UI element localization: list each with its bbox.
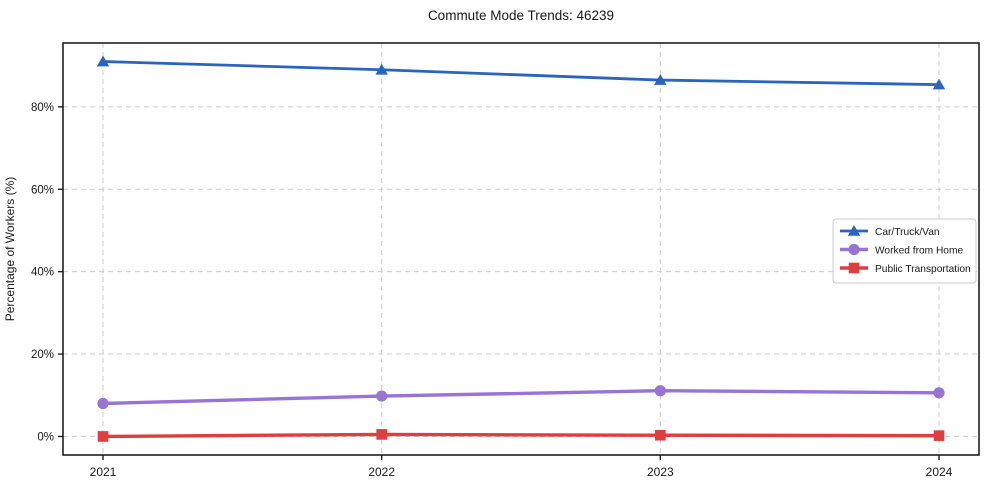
data-point-worked-from-home (933, 387, 945, 399)
x-tick-label: 2024 (926, 465, 953, 479)
y-tick-label: 40% (31, 267, 54, 279)
data-point-car-truck-van (96, 55, 110, 67)
series-line-car-truck-van (101, 60, 941, 87)
x-tick-label: 2021 (90, 465, 117, 479)
legend-label: Worked from Home (875, 245, 963, 256)
data-point-public-transportation (376, 429, 387, 440)
y-tick-label: 20% (31, 349, 54, 361)
y-tick-label: 80% (31, 102, 54, 114)
legend-marker-circle (848, 243, 860, 256)
y-tick-label: 60% (31, 184, 54, 196)
y-axis-label: Percentage of Workers (%) (3, 177, 17, 322)
data-point-public-transportation (97, 431, 109, 442)
data-point-worked-from-home (97, 397, 109, 410)
data-point-car-truck-van (932, 78, 946, 90)
x-tick-label: 2022 (368, 465, 395, 479)
data-point-car-truck-van (654, 74, 667, 85)
series-line-public-transportation (101, 432, 941, 439)
x-tick-label: 2023 (647, 465, 674, 479)
legend-marker-triangle (847, 225, 861, 236)
data-point-worked-from-home (654, 385, 666, 397)
data-point-public-transportation (655, 429, 666, 441)
legend-label: Car/Truck/Van (875, 227, 940, 238)
series-line-worked-from-home (101, 389, 941, 406)
axis-frame (62, 42, 980, 456)
legend-label: Public Transportation (875, 264, 971, 275)
chart-title: Commute Mode Trends: 46239 (428, 8, 614, 23)
plot-area: 0% 20% 40% 60% 80% 2021 2022 2023 2024 Car/Truck/… (31, 42, 980, 479)
data-point-public-transportation (933, 430, 945, 441)
data-point-car-truck-van (375, 63, 388, 75)
data-point-worked-from-home (376, 390, 388, 402)
legend-marker-square (848, 262, 860, 274)
y-tick-label: 0% (37, 431, 54, 443)
legend-box (832, 218, 977, 284)
